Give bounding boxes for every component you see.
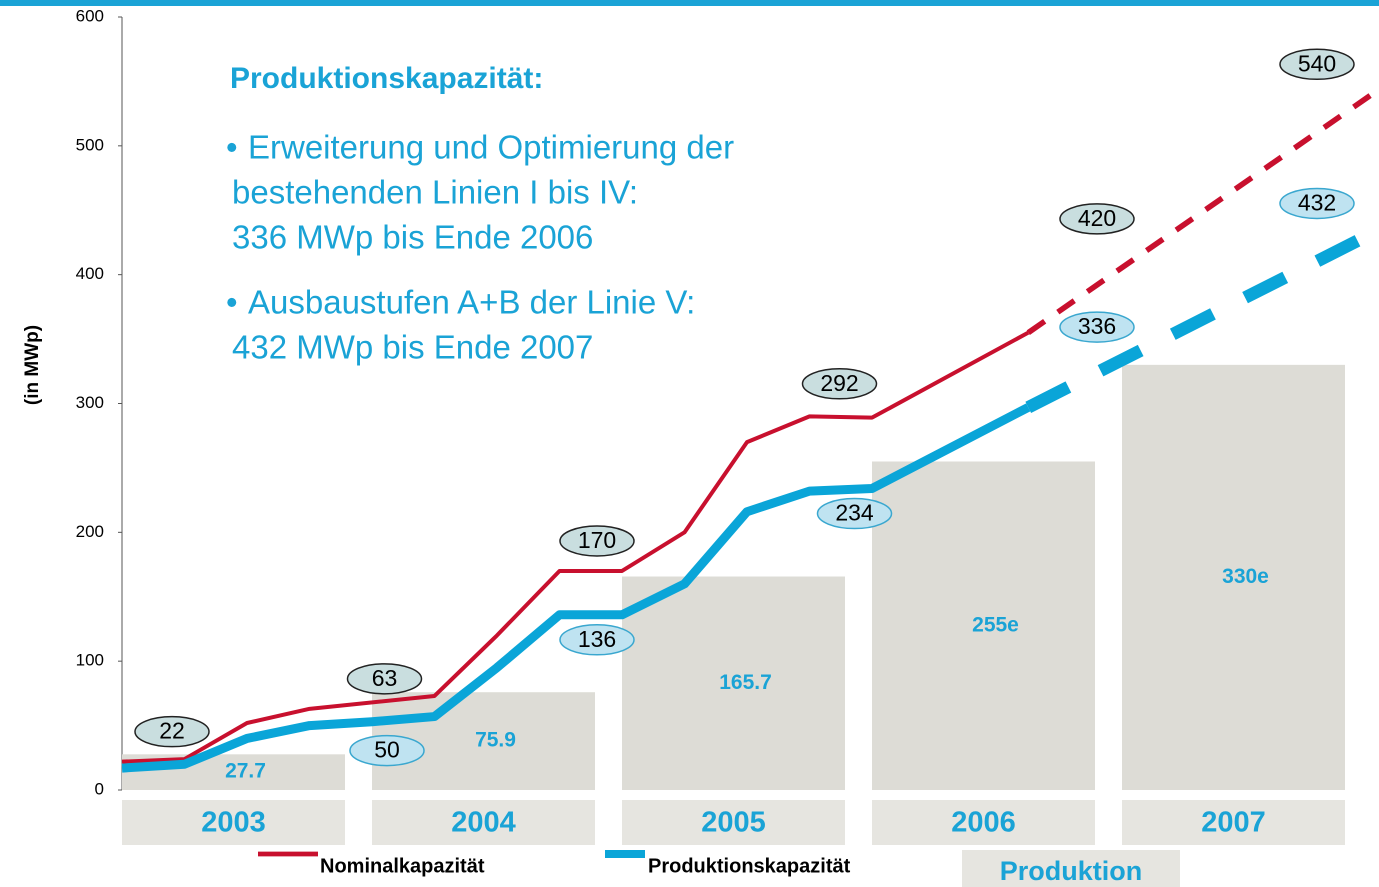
- data-label-bubble: [1279, 187, 1355, 220]
- y-tick-label: 200: [76, 522, 104, 541]
- bullet-text: 432 MWp bis Ende 2007: [232, 329, 593, 366]
- x-tick-label: 2003: [201, 807, 266, 839]
- legend-label: Nominalkapazität: [320, 855, 485, 877]
- bar-label: 27.7: [225, 760, 266, 783]
- text-block-title: Produktionskapazität:: [230, 62, 543, 95]
- data-label: 170: [578, 527, 616, 553]
- data-label-bubble: [134, 715, 210, 748]
- y-tick-label: 600: [76, 6, 104, 25]
- data-label: 63: [372, 665, 398, 691]
- category-box: [622, 800, 845, 845]
- data-label-bubble: [816, 497, 893, 530]
- bullet-dot: •: [226, 284, 238, 321]
- y-tick-label: 500: [76, 135, 104, 154]
- category-box: [122, 800, 345, 845]
- category-box: [1122, 800, 1345, 845]
- bar: [622, 576, 845, 790]
- data-label-bubble: [1279, 48, 1355, 81]
- data-label: 234: [835, 500, 874, 526]
- bar: [872, 461, 1095, 790]
- x-tick-label: 2005: [701, 807, 766, 839]
- y-tick-label: 300: [76, 393, 104, 412]
- data-label-bubble: [801, 368, 878, 400]
- bullet-text: Erweiterung und Optimierung der: [248, 129, 734, 166]
- data-label: 540: [1298, 50, 1336, 76]
- top-band: [0, 0, 1379, 6]
- x-tick-label: 2006: [951, 807, 1016, 839]
- projection-line: [1025, 227, 1375, 413]
- x-tick-label: 2007: [1201, 807, 1266, 839]
- bar-label: 255e: [972, 613, 1019, 636]
- line: [121, 330, 1030, 764]
- category-box: [372, 800, 595, 845]
- data-label: 136: [578, 626, 616, 652]
- bullet-text: Ausbaustufen A+B der Linie V:: [248, 284, 695, 321]
- data-label-bubble: [1059, 311, 1135, 343]
- bullet-dot: •: [226, 129, 238, 166]
- data-label-bubble: [1059, 203, 1135, 235]
- bar: [1122, 364, 1345, 790]
- y-tick-label: 0: [95, 779, 104, 798]
- legend-label: Produktion: [1000, 856, 1143, 886]
- y-tick-label: 400: [76, 264, 104, 283]
- category-box: [872, 800, 1095, 845]
- data-label-bubble: [559, 624, 635, 656]
- legend-swatch: [962, 850, 1180, 887]
- data-label-bubble: [346, 663, 423, 695]
- data-label: 432: [1298, 190, 1336, 216]
- legend-label: Produktionskapazität: [648, 855, 851, 877]
- data-label: 292: [820, 370, 858, 396]
- y-tick-label: 100: [76, 651, 104, 670]
- bar-label: 75.9: [475, 729, 516, 752]
- bullet-text: 336 MWp bis Ende 2006: [232, 219, 593, 256]
- data-label-bubble: [349, 734, 425, 767]
- data-label: 22: [159, 718, 185, 744]
- bar-label: 330e: [1222, 565, 1269, 588]
- x-tick-label: 2004: [451, 807, 516, 839]
- line: [121, 403, 1031, 773]
- data-label: 50: [374, 737, 400, 763]
- data-label-bubble: [559, 525, 635, 557]
- data-label: 420: [1078, 205, 1116, 231]
- bullet-text: bestehenden Linien I bis IV:: [232, 174, 638, 211]
- y-axis-label: (in MWp): [22, 325, 43, 405]
- bar-label: 165.7: [719, 671, 772, 694]
- data-label: 336: [1078, 313, 1116, 339]
